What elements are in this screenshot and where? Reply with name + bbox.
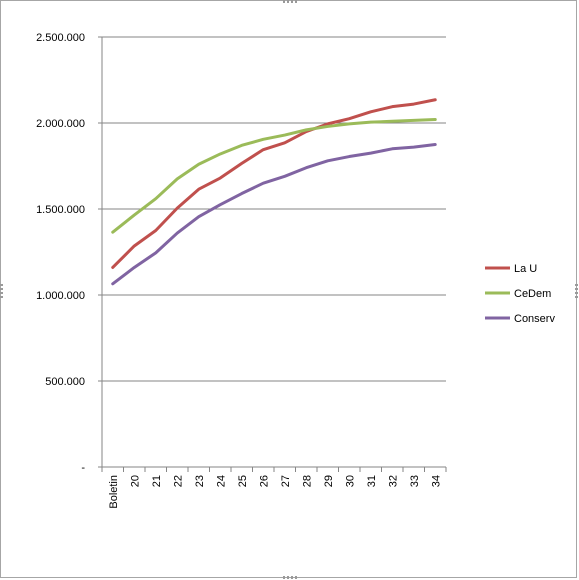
resize-handle-bottom[interactable] — [283, 576, 297, 579]
y-tick-label: 1.000.000 — [36, 290, 85, 302]
x-tick-label: 31 — [366, 475, 378, 487]
series-line-1 — [111, 118, 437, 234]
y-tick-label: 500.000 — [45, 376, 85, 388]
x-tick-label: 27 — [280, 475, 292, 487]
x-tick-label: 30 — [344, 475, 356, 487]
series-line-2 — [111, 143, 437, 286]
y-axis-tick-labels: - 500.000 1.000.000 1.500.000 2.000.000 2.500… — [36, 32, 85, 474]
x-tick-label: Boletin — [108, 475, 120, 509]
axes — [98, 36, 447, 472]
legend-label-0: La U — [514, 263, 537, 275]
legend-label-2: Conserv — [514, 313, 555, 325]
plot-series — [111, 98, 437, 286]
resize-handle-left[interactable] — [0, 284, 3, 298]
x-tick-label: 34 — [430, 475, 442, 487]
x-tick-label: 32 — [387, 475, 399, 487]
x-tick-label: 21 — [151, 475, 163, 487]
legend[interactable]: La U CeDem Conserv — [485, 263, 555, 325]
x-tick-label: 20 — [129, 475, 141, 487]
resize-handle-right[interactable] — [575, 284, 578, 298]
x-tick-label: 33 — [409, 475, 421, 487]
gridlines — [102, 36, 446, 382]
y-tick-label: 2.500.000 — [36, 32, 85, 44]
y-tick-label: 2.000.000 — [36, 118, 85, 130]
x-tick-label: 22 — [172, 475, 184, 487]
x-tick-label: 24 — [215, 475, 227, 487]
x-tick-label: 29 — [323, 475, 335, 487]
x-tick-label: 28 — [301, 475, 313, 487]
x-axis-tick-labels: Boletin 20 21 22 23 24 25 26 27 28 29 30 31 32 33 34 — [108, 475, 443, 509]
legend-label-1: CeDem — [514, 288, 551, 300]
y-tick-label: 1.500.000 — [36, 204, 85, 216]
x-tick-label: 23 — [194, 475, 206, 487]
resize-handle-top[interactable] — [283, 0, 297, 3]
y-tick-label: - — [81, 462, 85, 474]
x-tick-label: 26 — [258, 475, 270, 487]
x-tick-label: 25 — [237, 475, 249, 487]
series-line-0 — [111, 98, 437, 269]
